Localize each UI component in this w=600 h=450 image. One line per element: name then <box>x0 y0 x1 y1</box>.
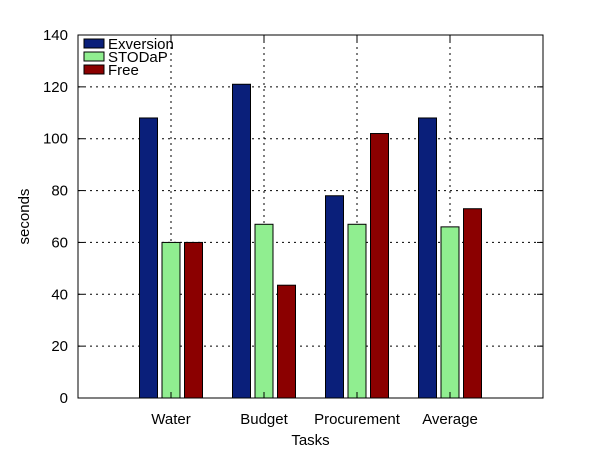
legend-label-stodap: STODaP <box>108 49 168 66</box>
legend-swatch-exversion <box>83 38 105 49</box>
bar-free-procurement <box>370 133 389 399</box>
y-tick-label: 0 <box>60 390 68 407</box>
y-tick-label: 40 <box>51 286 68 303</box>
x-tick-label: Budget <box>240 411 288 428</box>
plot-area-frame <box>77 34 544 399</box>
legend-label-free: Free <box>108 62 139 79</box>
x-tick-label: Procurement <box>314 411 401 428</box>
bar-exversion-budget <box>232 83 251 399</box>
bar-exversion-water <box>139 117 158 399</box>
y-tick-label: 120 <box>43 79 68 96</box>
bar-free-average <box>463 208 482 399</box>
legend-label-exversion: Exversion <box>108 36 174 53</box>
bars-layer <box>139 83 482 399</box>
y-tick-label: 80 <box>51 183 68 200</box>
x-tick-label: Average <box>422 411 478 428</box>
x-axis-label: Tasks <box>291 432 329 449</box>
y-tick-label: 140 <box>43 27 68 44</box>
y-tick-label: 60 <box>51 234 68 251</box>
bar-exversion-average <box>418 117 437 399</box>
bar-stodap-procurement <box>347 223 367 399</box>
y-axis-ticks: 0 20 40 60 80 100 120 140 <box>43 27 543 407</box>
y-tick-label: 100 <box>43 131 68 148</box>
legend-swatch-free <box>83 64 105 75</box>
bar-stodap-budget <box>254 223 274 399</box>
y-axis-label: seconds <box>16 189 33 245</box>
bar-stodap-water <box>161 241 181 399</box>
grid-lines <box>78 35 543 398</box>
bar-stodap-average <box>440 226 460 399</box>
legend-swatch-stodap <box>83 51 105 62</box>
bar-free-water <box>184 241 203 399</box>
x-tick-label: Water <box>151 411 190 428</box>
x-axis-ticks: Water Budget Procurement Average <box>151 35 478 428</box>
bar-exversion-procurement <box>325 195 344 399</box>
y-tick-label: 20 <box>51 338 68 355</box>
bar-free-budget <box>277 284 296 399</box>
